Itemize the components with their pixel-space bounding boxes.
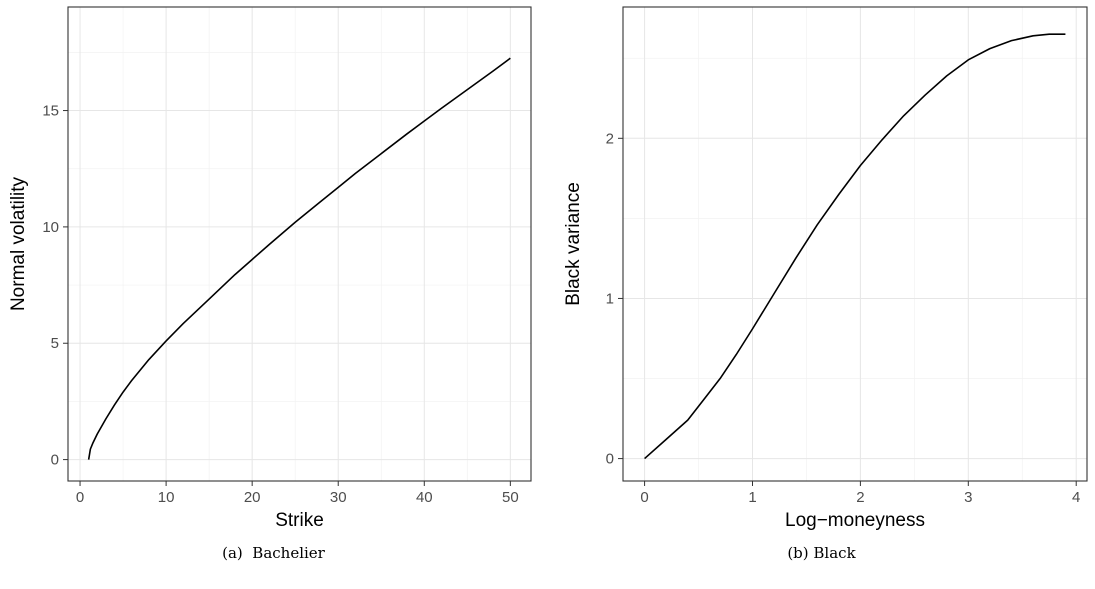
x-tick-label: 4: [1072, 489, 1080, 506]
y-tick-label: 2: [606, 130, 614, 147]
x-tick-label: 2: [856, 489, 864, 506]
x-tick-label: 20: [244, 489, 261, 506]
minor-grid-black: [623, 7, 1087, 481]
figure-bachelier: 0 10 20 30 40 50 0 5 10 15 Strike Normal volatility…: [0, 0, 547, 589]
x-tick-label: 10: [158, 489, 175, 506]
x-tick-label: 0: [76, 489, 84, 506]
x-axis-title-black: Log−moneyness: [785, 510, 925, 531]
y-tick-label: 5: [51, 335, 59, 352]
x-tick-label: 30: [330, 489, 347, 506]
chart-black: 0 1 2 3 4 0 1 2 Log−moneyness Black variance: [563, 6, 1088, 531]
minor-grid-bachelier: [68, 7, 531, 481]
ticks-bachelier: 0 10 20 30 40 50 0 5 10 15: [42, 103, 518, 506]
y-tick-label: 1: [606, 290, 614, 307]
ticks-black: 0 1 2 3 4 0 1 2: [606, 130, 1081, 506]
y-tick-label: 15: [42, 103, 59, 120]
panel-border-black: [622, 6, 1088, 482]
figure-black: 0 1 2 3 4 0 1 2 Log−moneyness Black variance (b) …: [548, 0, 1095, 589]
series-line-bachelier-0: [87, 57, 511, 460]
series-line-black-0: [644, 33, 1066, 460]
y-axis-title-black: Black variance: [563, 182, 584, 306]
panel-border-bachelier: [67, 6, 532, 482]
major-grid-bachelier: [68, 7, 531, 481]
y-tick-label: 10: [42, 219, 59, 236]
y-tick-label: 0: [51, 452, 59, 469]
x-tick-label: 0: [640, 489, 648, 506]
major-grid-black: [623, 7, 1087, 481]
x-tick-label: 50: [502, 489, 519, 506]
x-tick-label: 40: [416, 489, 433, 506]
x-axis-title-bachelier: Strike: [275, 510, 324, 531]
y-tick-label: 0: [606, 451, 614, 468]
x-tick-label: 3: [964, 489, 972, 506]
caption-bachelier: (a) Bachelier: [222, 544, 325, 562]
x-tick-label: 1: [748, 489, 756, 506]
chart-bachelier: 0 10 20 30 40 50 0 5 10 15 Strike Normal volatility: [8, 6, 532, 531]
caption-black: (b) Black: [787, 544, 856, 562]
y-axis-title-bachelier: Normal volatility: [8, 176, 29, 311]
